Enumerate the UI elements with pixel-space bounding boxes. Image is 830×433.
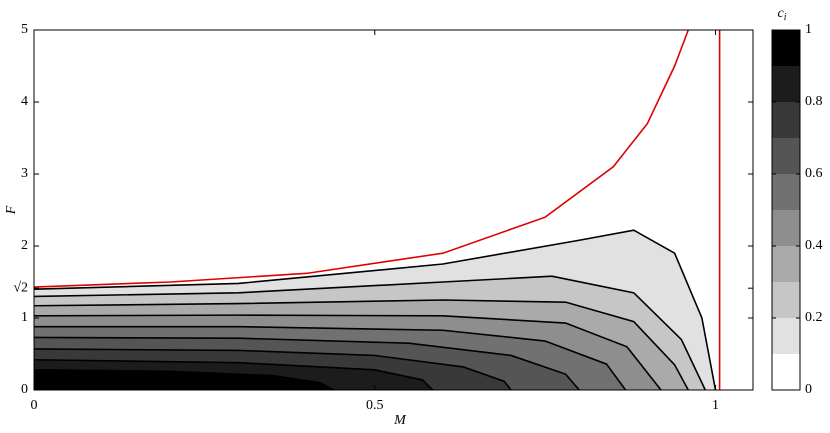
y-axis-label: F bbox=[4, 205, 19, 215]
contour-line bbox=[33, 336, 580, 391]
neutral-curve bbox=[33, 29, 690, 288]
colorbar-tick-label: 0.8 bbox=[805, 94, 823, 109]
colorbar-band bbox=[772, 102, 800, 138]
y-tick-label: √2 bbox=[13, 280, 28, 295]
colorbar-label: ci bbox=[778, 6, 787, 23]
colorbar-band bbox=[772, 138, 800, 174]
y-tick-label: 4 bbox=[21, 94, 28, 109]
y-tick-label: 1 bbox=[21, 310, 28, 325]
y-tick-label: 3 bbox=[21, 166, 28, 181]
y-tick-label: 2 bbox=[21, 238, 28, 253]
colorbar-band bbox=[772, 210, 800, 246]
contour-line bbox=[33, 299, 689, 391]
contour-line bbox=[34, 325, 627, 391]
contour-line bbox=[33, 358, 434, 391]
y-tick-label: 0 bbox=[21, 382, 28, 397]
contour-fill bbox=[34, 369, 334, 390]
colorbar-band bbox=[772, 282, 800, 318]
colorbar-frame bbox=[771, 29, 801, 391]
colorbar-tick-label: 0 bbox=[805, 382, 812, 397]
x-tick-label: 1 bbox=[712, 398, 719, 413]
colorbar-band bbox=[772, 354, 800, 390]
colorbar-band bbox=[772, 66, 800, 102]
colorbar-band bbox=[772, 246, 800, 282]
contour-line bbox=[33, 348, 512, 391]
x-tick-label: 0.5 bbox=[366, 398, 384, 413]
colorbar-band bbox=[772, 318, 800, 354]
colorbar-tick-label: 0.6 bbox=[805, 166, 823, 181]
colorbar-tick-label: 0.4 bbox=[805, 238, 823, 253]
colorbar-band bbox=[772, 30, 800, 66]
colorbar-band bbox=[772, 174, 800, 210]
contour-line bbox=[33, 275, 707, 391]
x-tick-label: 0 bbox=[31, 398, 38, 413]
contour-line bbox=[33, 229, 717, 391]
colorbar-label-base: c bbox=[778, 6, 785, 21]
plot-frame bbox=[33, 29, 754, 391]
contour-line bbox=[33, 314, 662, 391]
colorbar-tick-label: 0.2 bbox=[805, 310, 823, 325]
colorbar-label-sub: i bbox=[784, 12, 787, 23]
x-axis-label: M bbox=[393, 413, 407, 428]
y-tick-label: 5 bbox=[21, 22, 28, 37]
colorbar-tick-label: 1 bbox=[805, 22, 812, 37]
contour-line bbox=[33, 369, 335, 391]
